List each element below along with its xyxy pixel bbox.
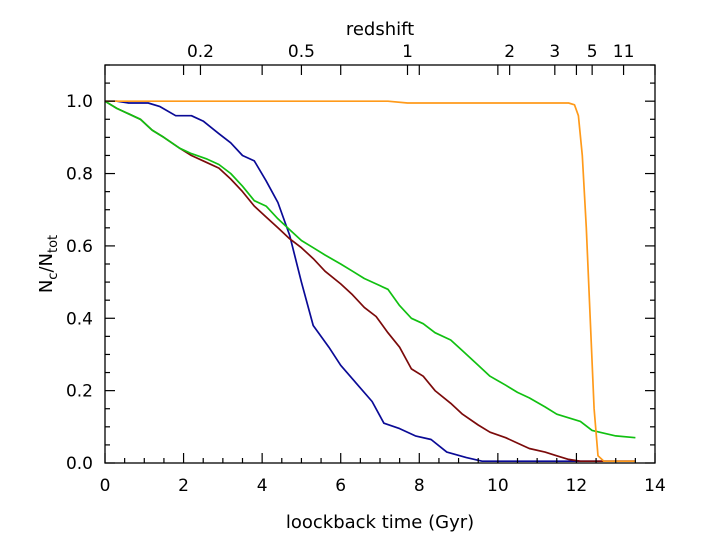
y-title-n: N bbox=[36, 280, 57, 293]
x-tick-label: 10 bbox=[487, 476, 509, 496]
y-title-sub-tot: tot bbox=[46, 235, 61, 253]
x-tick-label: 4 bbox=[257, 476, 268, 496]
plot-frame bbox=[104, 64, 656, 464]
y-tick-label: 0.2 bbox=[66, 382, 93, 402]
y-tick-label: 1.0 bbox=[66, 92, 93, 112]
ticks-layer: 0 2 4 6 8 10 12 140.00.20.40.60.81.00.2 0.5 1 2 3 5 1… bbox=[66, 42, 666, 496]
redshift-tick-label: 1 bbox=[402, 42, 413, 62]
x-tick-label: 2 bbox=[178, 476, 189, 496]
redshift-tick-label: 3 bbox=[549, 42, 560, 62]
x-axis-title: loockback time (Gyr) bbox=[286, 512, 474, 533]
x-tick-label: 0 bbox=[100, 476, 111, 496]
redshift-tick-label: 0.2 bbox=[187, 42, 214, 62]
y-tick-label: 0.8 bbox=[66, 165, 93, 185]
y-tick-label: 0.6 bbox=[66, 237, 93, 257]
series-line-2 bbox=[104, 100, 636, 463]
x-tick-label: 8 bbox=[414, 476, 425, 496]
x-tick-label: 14 bbox=[644, 476, 666, 496]
x-tick-label: 12 bbox=[566, 476, 588, 496]
y-axis-title: Nc/Ntot bbox=[36, 235, 61, 293]
top-axis-title: redshift bbox=[346, 19, 414, 40]
series-layer bbox=[104, 100, 636, 463]
redshift-tick-label: 2 bbox=[504, 42, 515, 62]
series-line-3 bbox=[104, 100, 636, 439]
y-title-slash-n: /N bbox=[36, 253, 57, 273]
redshift-tick-label: 0.5 bbox=[288, 42, 315, 62]
series-line-1 bbox=[105, 100, 636, 463]
series-line-4 bbox=[105, 100, 636, 463]
x-tick-label: 6 bbox=[335, 476, 346, 496]
redshift-tick-label: 11 bbox=[613, 42, 635, 62]
y-tick-label: 0.0 bbox=[66, 454, 93, 474]
redshift-tick-label: 5 bbox=[587, 42, 598, 62]
y-title-sub-c: c bbox=[46, 273, 61, 280]
y-tick-label: 0.4 bbox=[66, 309, 93, 329]
